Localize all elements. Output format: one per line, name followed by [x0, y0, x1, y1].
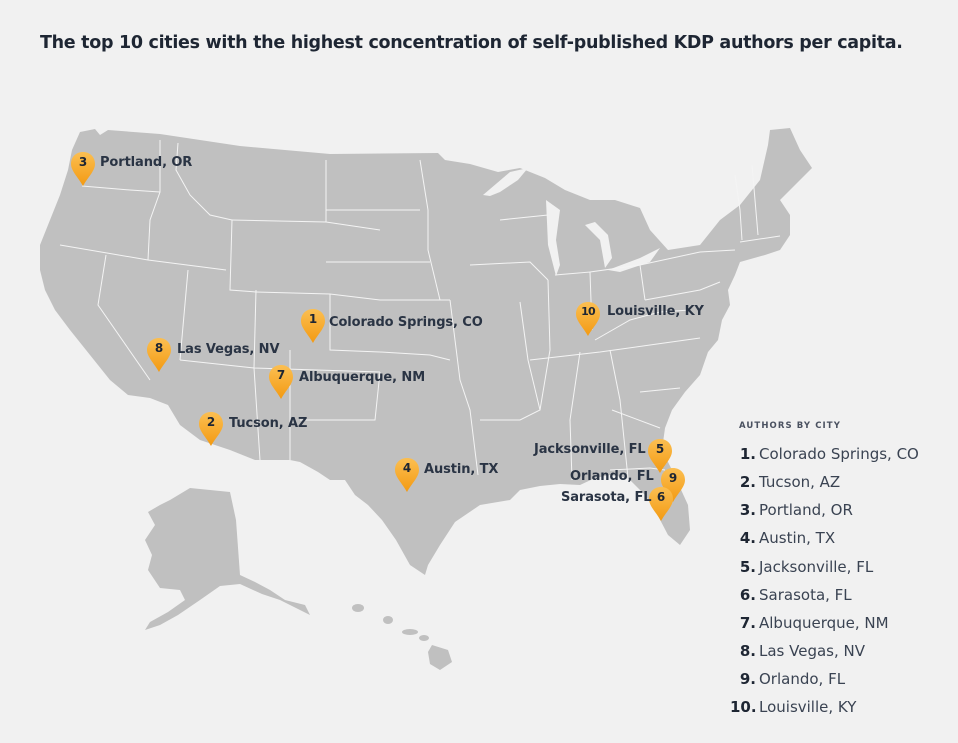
- legend-item: 7. Albuquerque, NM: [739, 614, 889, 632]
- map-pin-icon: [576, 302, 600, 336]
- map-pin-louisville[interactable]: 10: [575, 301, 601, 337]
- legend-item: 10. Louisville, KY: [730, 698, 857, 716]
- legend-item: 3. Portland, OR: [739, 501, 853, 519]
- map-pin-albuquerque[interactable]: 7: [268, 364, 294, 400]
- alaska-shape: [145, 488, 310, 630]
- map-pin-colorado-springs[interactable]: 1: [300, 308, 326, 344]
- map-pin-las-vegas[interactable]: 8: [146, 337, 172, 373]
- legend-title: AUTHORS BY CITY: [739, 421, 841, 431]
- map-pin-orlando[interactable]: 9: [660, 467, 686, 503]
- map-pin-jacksonville[interactable]: 5: [647, 438, 673, 474]
- legend-item: 6. Sarasota, FL: [739, 586, 852, 604]
- legend-item: 9. Orlando, FL: [739, 670, 846, 688]
- legend-item: 8. Las Vegas, NV: [739, 642, 866, 660]
- map-pin-icon: [661, 468, 685, 502]
- pin-label-orlando: Orlando, FL: [570, 469, 654, 484]
- legend-item: 5. Jacksonville, FL: [739, 558, 874, 576]
- pin-label-louisville: Louisville, KY: [607, 304, 704, 319]
- legend-item: 4. Austin, TX: [739, 529, 836, 547]
- page-title: The top 10 cities with the highest conce…: [40, 33, 903, 53]
- legend-item: 1. Colorado Springs, CO: [739, 445, 919, 463]
- pin-label-portland: Portland, OR: [100, 155, 193, 170]
- pin-label-albuquerque: Albuquerque, NM: [299, 370, 426, 385]
- contiguous-us-shape: [40, 128, 812, 575]
- pin-label-sarasota: Sarasota, FL: [561, 490, 652, 505]
- map-pin-icon: [301, 309, 325, 343]
- map-pin-icon: [147, 338, 171, 372]
- map-pin-icon: [199, 412, 223, 446]
- pin-label-tucson: Tucson, AZ: [229, 416, 308, 431]
- pin-label-colorado-springs: Colorado Springs, CO: [329, 315, 483, 330]
- map-pin-tucson[interactable]: 2: [198, 411, 224, 447]
- legend-item: 2. Tucson, AZ: [739, 473, 841, 491]
- pin-label-las-vegas: Las Vegas, NV: [177, 342, 280, 357]
- map-pin-icon: [395, 458, 419, 492]
- map-pin-icon: [648, 439, 672, 473]
- map-pin-icon: [269, 365, 293, 399]
- pin-label-jacksonville: Jacksonville, FL: [534, 442, 646, 457]
- map-pin-icon: [649, 487, 673, 521]
- map-pin-portland[interactable]: 3: [70, 151, 96, 187]
- map-pin-sarasota[interactable]: 6: [648, 486, 674, 522]
- map-pin-icon: [71, 152, 95, 186]
- pin-label-austin: Austin, TX: [424, 462, 499, 477]
- map-pin-austin[interactable]: 4: [394, 457, 420, 493]
